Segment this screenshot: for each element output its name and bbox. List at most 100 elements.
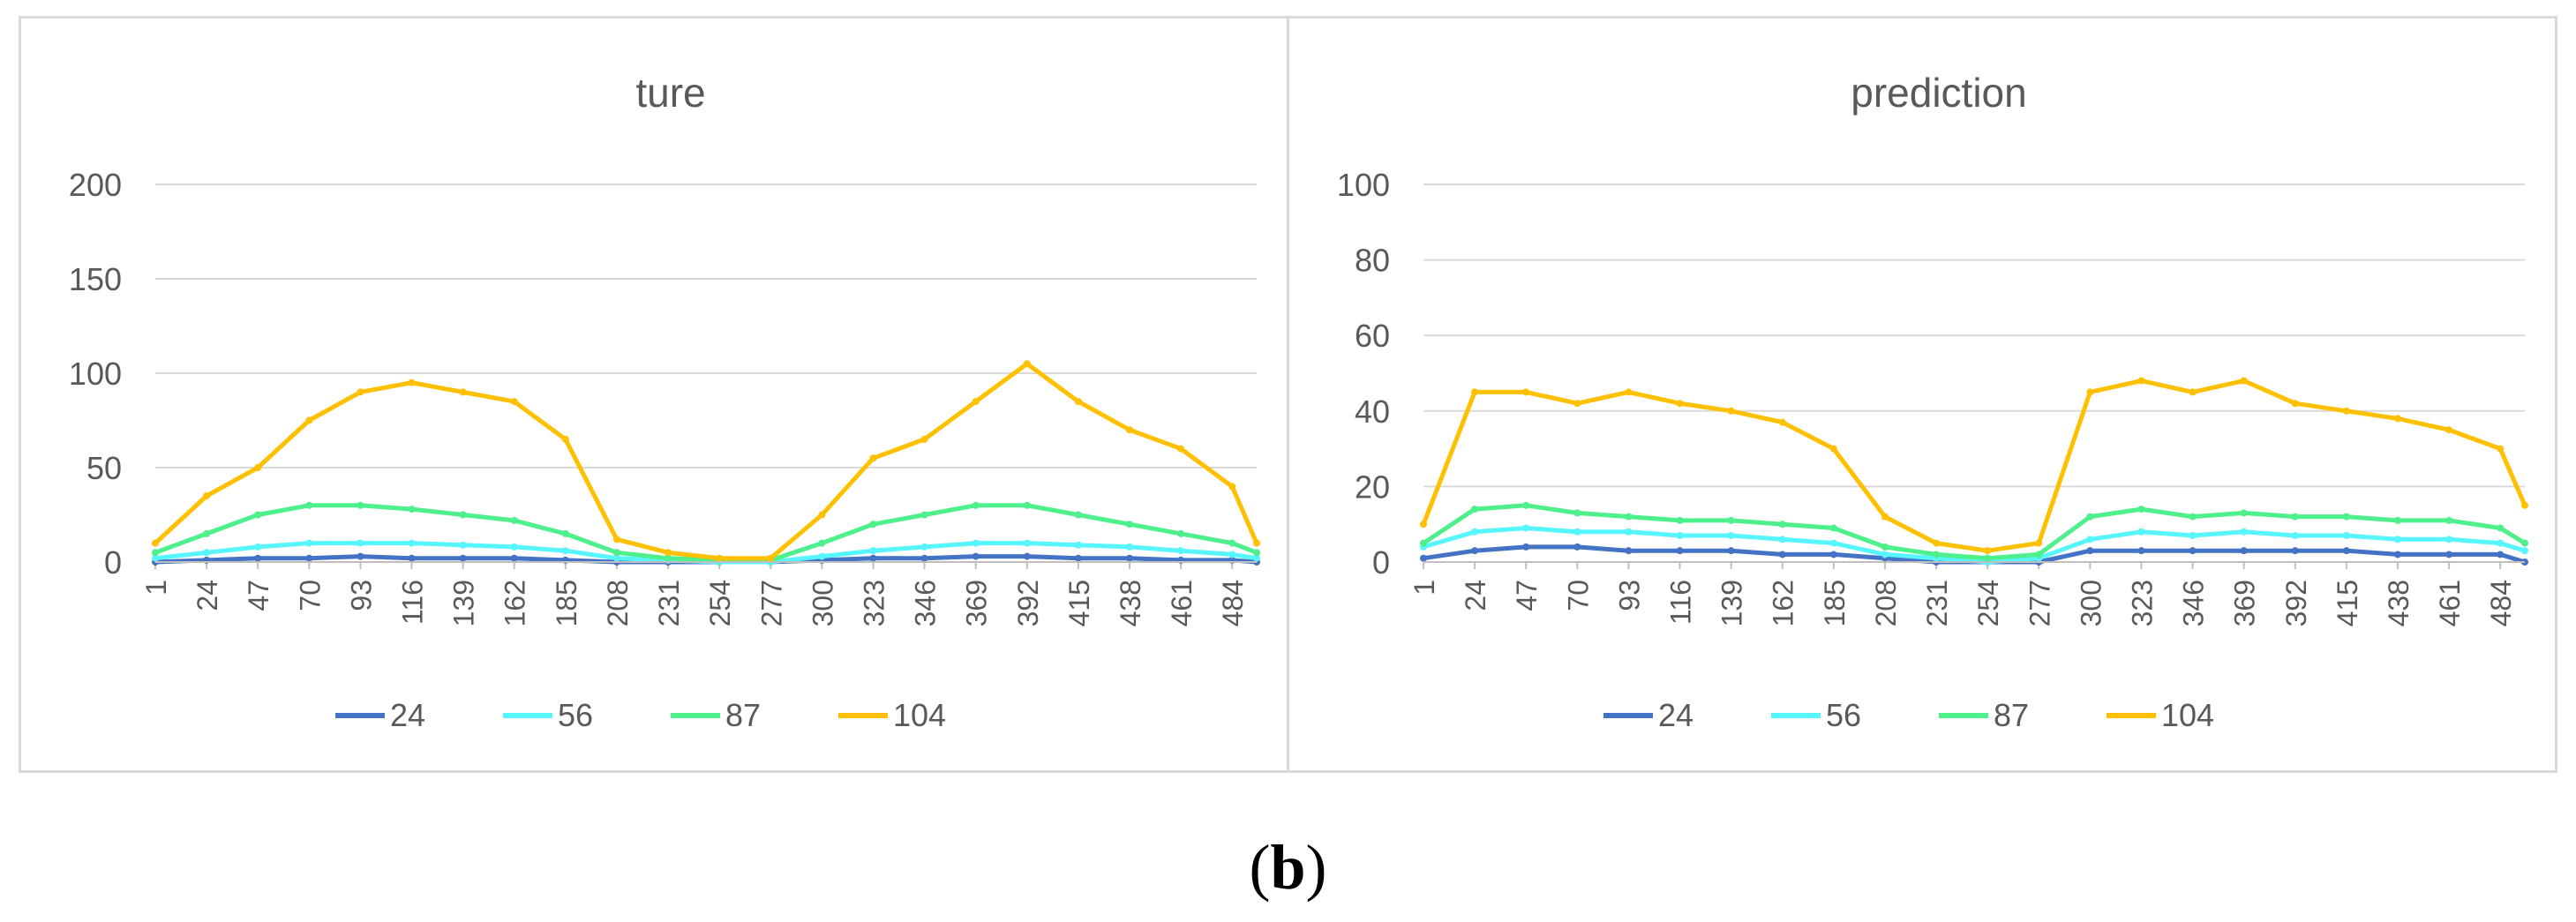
x-tick-label: 346 [910,580,942,626]
y-tick-label: 20 [1355,468,1390,505]
data-point-24 [1023,552,1031,560]
data-point-24 [2394,551,2401,558]
data-point-104 [510,398,518,406]
chart-svg-prediction: prediction 0 20 40 60 80 100 1 24 47 70 93 116 139 162… [1337,70,2528,733]
data-point-56 [2342,532,2350,540]
data-point-104 [1228,483,1236,491]
x-tick-label: 208 [1870,580,1902,626]
data-point-104 [1177,445,1185,453]
x-tick-label: 93 [1613,580,1645,611]
x-tick-label: 139 [1716,580,1748,626]
data-point-104 [1727,407,1735,415]
x-tick-label: 277 [2024,580,2055,626]
data-point-24 [305,554,313,562]
x-tick-label: 277 [755,580,787,626]
data-point-56 [2291,532,2299,540]
data-point-24 [1676,547,1684,555]
data-point-87 [818,539,826,547]
legend-label-24: 24 [1658,697,1694,733]
data-point-24 [1727,547,1735,555]
data-point-56 [1522,524,1530,532]
y-tick-label: 0 [1372,544,1390,581]
y-tick-label: 100 [1337,167,1390,203]
data-point-87 [2035,551,2043,558]
data-point-104 [1676,400,1684,408]
y-tick-label: 150 [69,261,122,297]
series-line-104 [1421,379,2527,553]
data-point-87 [305,501,313,509]
data-point-56 [1228,551,1236,558]
y-tick-label: 40 [1355,394,1390,430]
data-point-104 [1420,521,1427,528]
data-point-24 [1471,547,1479,555]
data-point-24 [2497,551,2505,558]
data-point-87 [1126,521,1133,528]
x-tick-label: 185 [551,580,582,626]
data-point-56 [1023,539,1031,547]
data-point-24 [1420,554,1427,562]
data-point-56 [1253,554,1260,562]
x-tick-label: 438 [2383,580,2415,626]
data-point-87 [612,549,620,557]
y-tick-label: 200 [69,167,122,203]
data-point-104 [1625,388,1633,396]
data-point-104 [561,435,569,443]
data-point-104 [1471,388,1479,396]
data-point-104 [1522,388,1530,396]
data-point-87 [2342,513,2350,521]
x-tick-label: 24 [192,580,223,611]
data-point-104 [1881,513,1889,521]
data-point-87 [152,549,159,557]
data-point-24 [869,554,877,562]
data-point-104 [612,536,620,543]
data-point-104 [1933,539,1941,547]
data-point-104 [1984,547,1992,555]
x-tick-label: 300 [2075,580,2107,626]
data-point-104 [305,416,313,424]
data-point-24 [2342,547,2350,555]
data-point-87 [1984,554,1992,562]
data-point-87 [2497,524,2505,532]
data-point-104 [818,511,826,519]
data-point-56 [920,543,928,551]
data-point-87 [2394,516,2401,524]
chart-svg-ture: ture 0 50 100 150 200 1 24 47 70 93 116 139 162 185 208… [69,70,1260,733]
x-tick-label: 24 [1460,580,1491,611]
data-point-104 [2086,388,2094,396]
data-point-56 [459,541,467,549]
series-line-104 [153,361,1259,561]
data-point-56 [1471,528,1479,536]
data-point-104 [972,398,980,406]
data-point-56 [510,543,518,551]
data-point-104 [2137,377,2145,385]
x-tick-label: 70 [1562,580,1594,611]
data-point-87 [254,511,262,519]
data-point-56 [2240,528,2248,536]
data-point-24 [2445,551,2453,558]
data-point-104 [1074,398,1082,406]
data-point-56 [1727,532,1735,540]
caption-close: ) [1305,832,1327,903]
x-tick-label: 484 [2485,580,2517,626]
data-point-56 [1829,539,1837,547]
data-point-104 [1778,418,1786,426]
data-point-104 [716,554,724,562]
data-point-56 [2521,547,2528,555]
data-point-104 [1829,445,1837,453]
data-point-24 [1573,543,1581,551]
data-point-24 [1522,543,1530,551]
x-tick-label: 484 [1217,580,1249,626]
data-point-104 [1023,360,1031,368]
data-point-104 [408,379,416,386]
data-point-56 [1881,551,1889,558]
data-point-87 [2189,513,2197,521]
data-point-87 [459,511,467,519]
legend-label-104: 104 [893,697,946,733]
data-point-87 [1933,551,1941,558]
x-tick-label: 231 [653,580,685,626]
chart-title: prediction [1851,70,2026,116]
data-point-56 [2394,536,2401,543]
data-point-24 [2086,547,2094,555]
data-point-104 [2521,501,2528,509]
data-point-104 [1573,400,1581,408]
